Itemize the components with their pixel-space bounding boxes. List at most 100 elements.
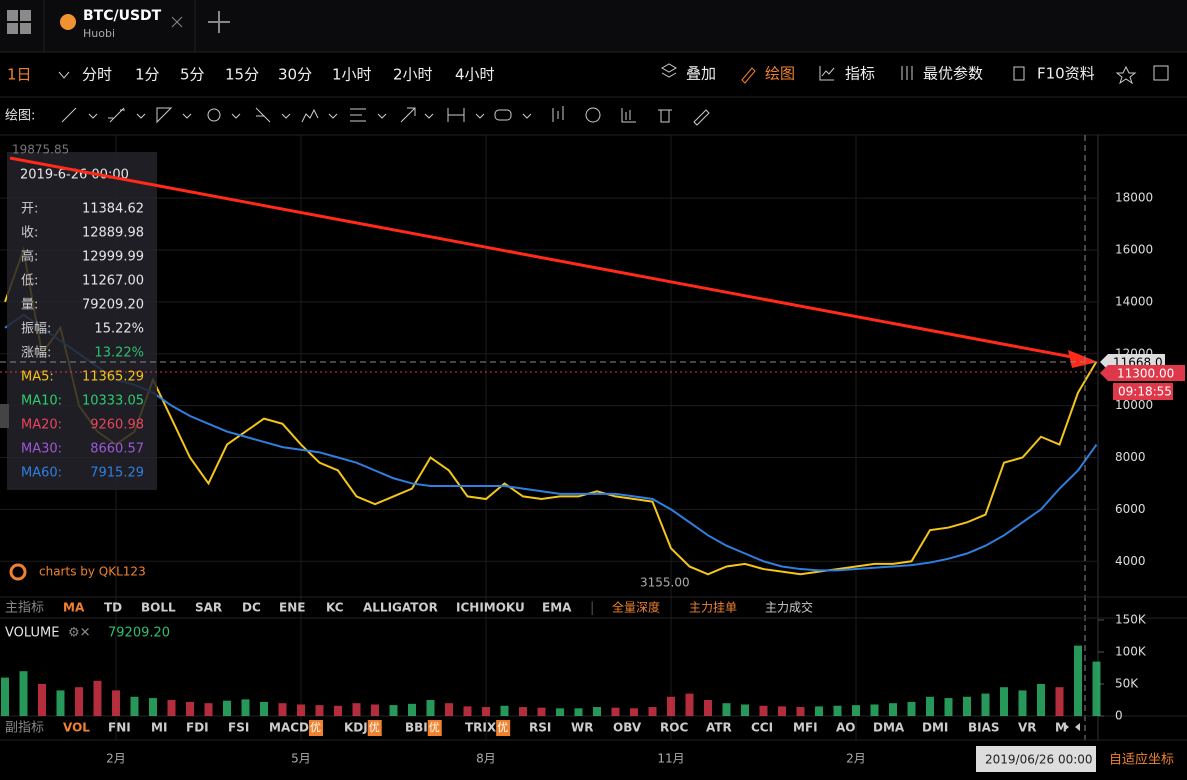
scroll-arrows[interactable] — [1064, 723, 1080, 731]
volume-bar — [741, 704, 749, 716]
main-indicator[interactable]: MA — [63, 601, 85, 615]
sub-indicator[interactable]: M — [1055, 721, 1067, 735]
adaptive-axis[interactable]: 自适应坐标 — [1109, 752, 1174, 768]
period[interactable]: 2小时 — [393, 66, 433, 84]
info-label: 高: — [21, 249, 38, 265]
volume-bar — [907, 701, 916, 716]
volume-icons[interactable]: ⚙✕ — [68, 626, 91, 641]
y-tick-label: 16000 — [1115, 242, 1153, 256]
toolbar-button[interactable]: 叠加 — [686, 65, 716, 83]
sub-indicator[interactable]: MFI — [793, 721, 818, 735]
volume-bar — [297, 704, 305, 716]
period[interactable]: 30分 — [278, 66, 312, 84]
close-tab[interactable] — [171, 16, 183, 28]
volume-bar — [315, 705, 324, 716]
badge: 优 — [310, 721, 321, 734]
main-indicator[interactable]: TD — [104, 601, 122, 615]
volume-bar — [981, 693, 990, 716]
main-indicator[interactable]: KC — [326, 601, 344, 615]
period[interactable]: 1小时 — [332, 66, 372, 84]
volume-bar — [223, 700, 231, 716]
volume-bar — [833, 705, 842, 716]
info-value: 12999.99 — [82, 250, 144, 265]
sub-indicator[interactable]: WR — [571, 721, 593, 735]
info-label: MA10: — [21, 394, 62, 409]
sub-indicator[interactable]: OBV — [613, 721, 642, 735]
main-indicator[interactable]: DC — [242, 601, 261, 615]
volume-bar — [204, 703, 213, 716]
volume-bar — [352, 703, 361, 716]
info-value: 11267.00 — [82, 274, 144, 289]
period[interactable]: 5分 — [180, 66, 205, 84]
countdown-tag — [1113, 383, 1173, 400]
volume-bar — [963, 696, 971, 716]
sub-indicator[interactable]: BIAS — [968, 721, 1000, 735]
sub-indicator[interactable]: AO — [836, 721, 856, 735]
period[interactable]: 1日 — [7, 66, 32, 84]
sub-indicator[interactable]: VOL — [63, 721, 90, 735]
volume-label: VOLUME — [5, 626, 59, 641]
toolbar-button[interactable]: 最优参数 — [923, 65, 983, 83]
x-tick-label: 2月 — [846, 752, 866, 766]
sub-indicator[interactable]: ROC — [660, 721, 688, 735]
main-indicator[interactable]: EMA — [542, 601, 572, 615]
volume-bar — [112, 690, 120, 716]
period[interactable]: 1分 — [135, 66, 160, 84]
toolbar-button[interactable]: 绘图 — [765, 65, 795, 83]
volume-bar — [463, 706, 472, 716]
draw-tool-icons[interactable] — [61, 106, 710, 126]
y-tick-label: 12000 — [1115, 346, 1153, 360]
info-label: 低: — [21, 274, 38, 289]
volume-bar — [778, 706, 786, 716]
toolbar-button[interactable]: 指标 — [845, 65, 875, 83]
sub-indicator[interactable]: RSI — [529, 721, 551, 735]
tab-symbol[interactable]: BTC/USDT — [83, 8, 162, 24]
volume-bar — [648, 707, 657, 716]
date-tag — [976, 746, 1096, 772]
y-tick-label: 18000 — [1115, 191, 1153, 205]
main-indicator[interactable]: ICHIMOKU — [456, 601, 525, 615]
volume-bar — [685, 693, 694, 716]
sub-indicator[interactable]: KDJ — [344, 721, 368, 735]
volume-bar — [260, 701, 268, 716]
main-indicator[interactable]: BOLL — [141, 601, 176, 615]
sub-indicator[interactable]: VR — [1018, 721, 1037, 735]
sub-indicator[interactable]: MACD — [269, 721, 309, 735]
depth-tool[interactable]: 主力成交 — [765, 600, 813, 615]
sub-indicator[interactable]: DMA — [873, 721, 905, 735]
badge-bg — [367, 720, 382, 736]
main-indicator[interactable]: ALLIGATOR — [363, 601, 438, 615]
sub-indicator[interactable]: ATR — [706, 721, 732, 735]
info-label: MA30: — [21, 442, 62, 457]
volume-bar — [278, 703, 287, 716]
sub-indicator[interactable]: CCI — [751, 721, 773, 735]
info-value: 7915.29 — [90, 466, 144, 481]
new-tab[interactable] — [208, 11, 230, 33]
volume-bar — [426, 700, 435, 716]
period[interactable]: 15分 — [225, 66, 259, 84]
info-label: MA60: — [21, 466, 62, 481]
sub-indicator[interactable]: MI — [151, 721, 167, 735]
toolbar-button[interactable]: F10资料 — [1037, 65, 1095, 83]
arrow-head — [1068, 350, 1098, 368]
collapse[interactable] — [0, 404, 9, 428]
period[interactable]: 4小时 — [455, 66, 495, 84]
volume-bar — [334, 705, 342, 716]
sub-indicator[interactable]: DMI — [922, 721, 948, 735]
sub-indicator[interactable]: FSI — [228, 721, 249, 735]
sub-indicator[interactable]: FNI — [108, 721, 131, 735]
volume-bar — [944, 698, 953, 716]
main-indicator[interactable]: ENE — [279, 601, 305, 615]
menu-icon[interactable] — [7, 10, 31, 34]
cursor-price: 11300.00 — [1117, 367, 1174, 381]
dropdown[interactable] — [58, 71, 70, 79]
volume-bar — [130, 696, 139, 716]
depth-tool[interactable]: 主力挂单 — [689, 601, 737, 615]
sub-indicator[interactable]: FDI — [186, 721, 209, 735]
depth-tool[interactable]: 全量深度 — [612, 600, 660, 615]
period[interactable]: 分时 — [82, 66, 112, 84]
sub-indicator[interactable]: TRIX — [465, 721, 497, 735]
main-indicator[interactable]: SAR — [195, 601, 222, 615]
sub-indicator[interactable]: BBI — [405, 721, 428, 735]
